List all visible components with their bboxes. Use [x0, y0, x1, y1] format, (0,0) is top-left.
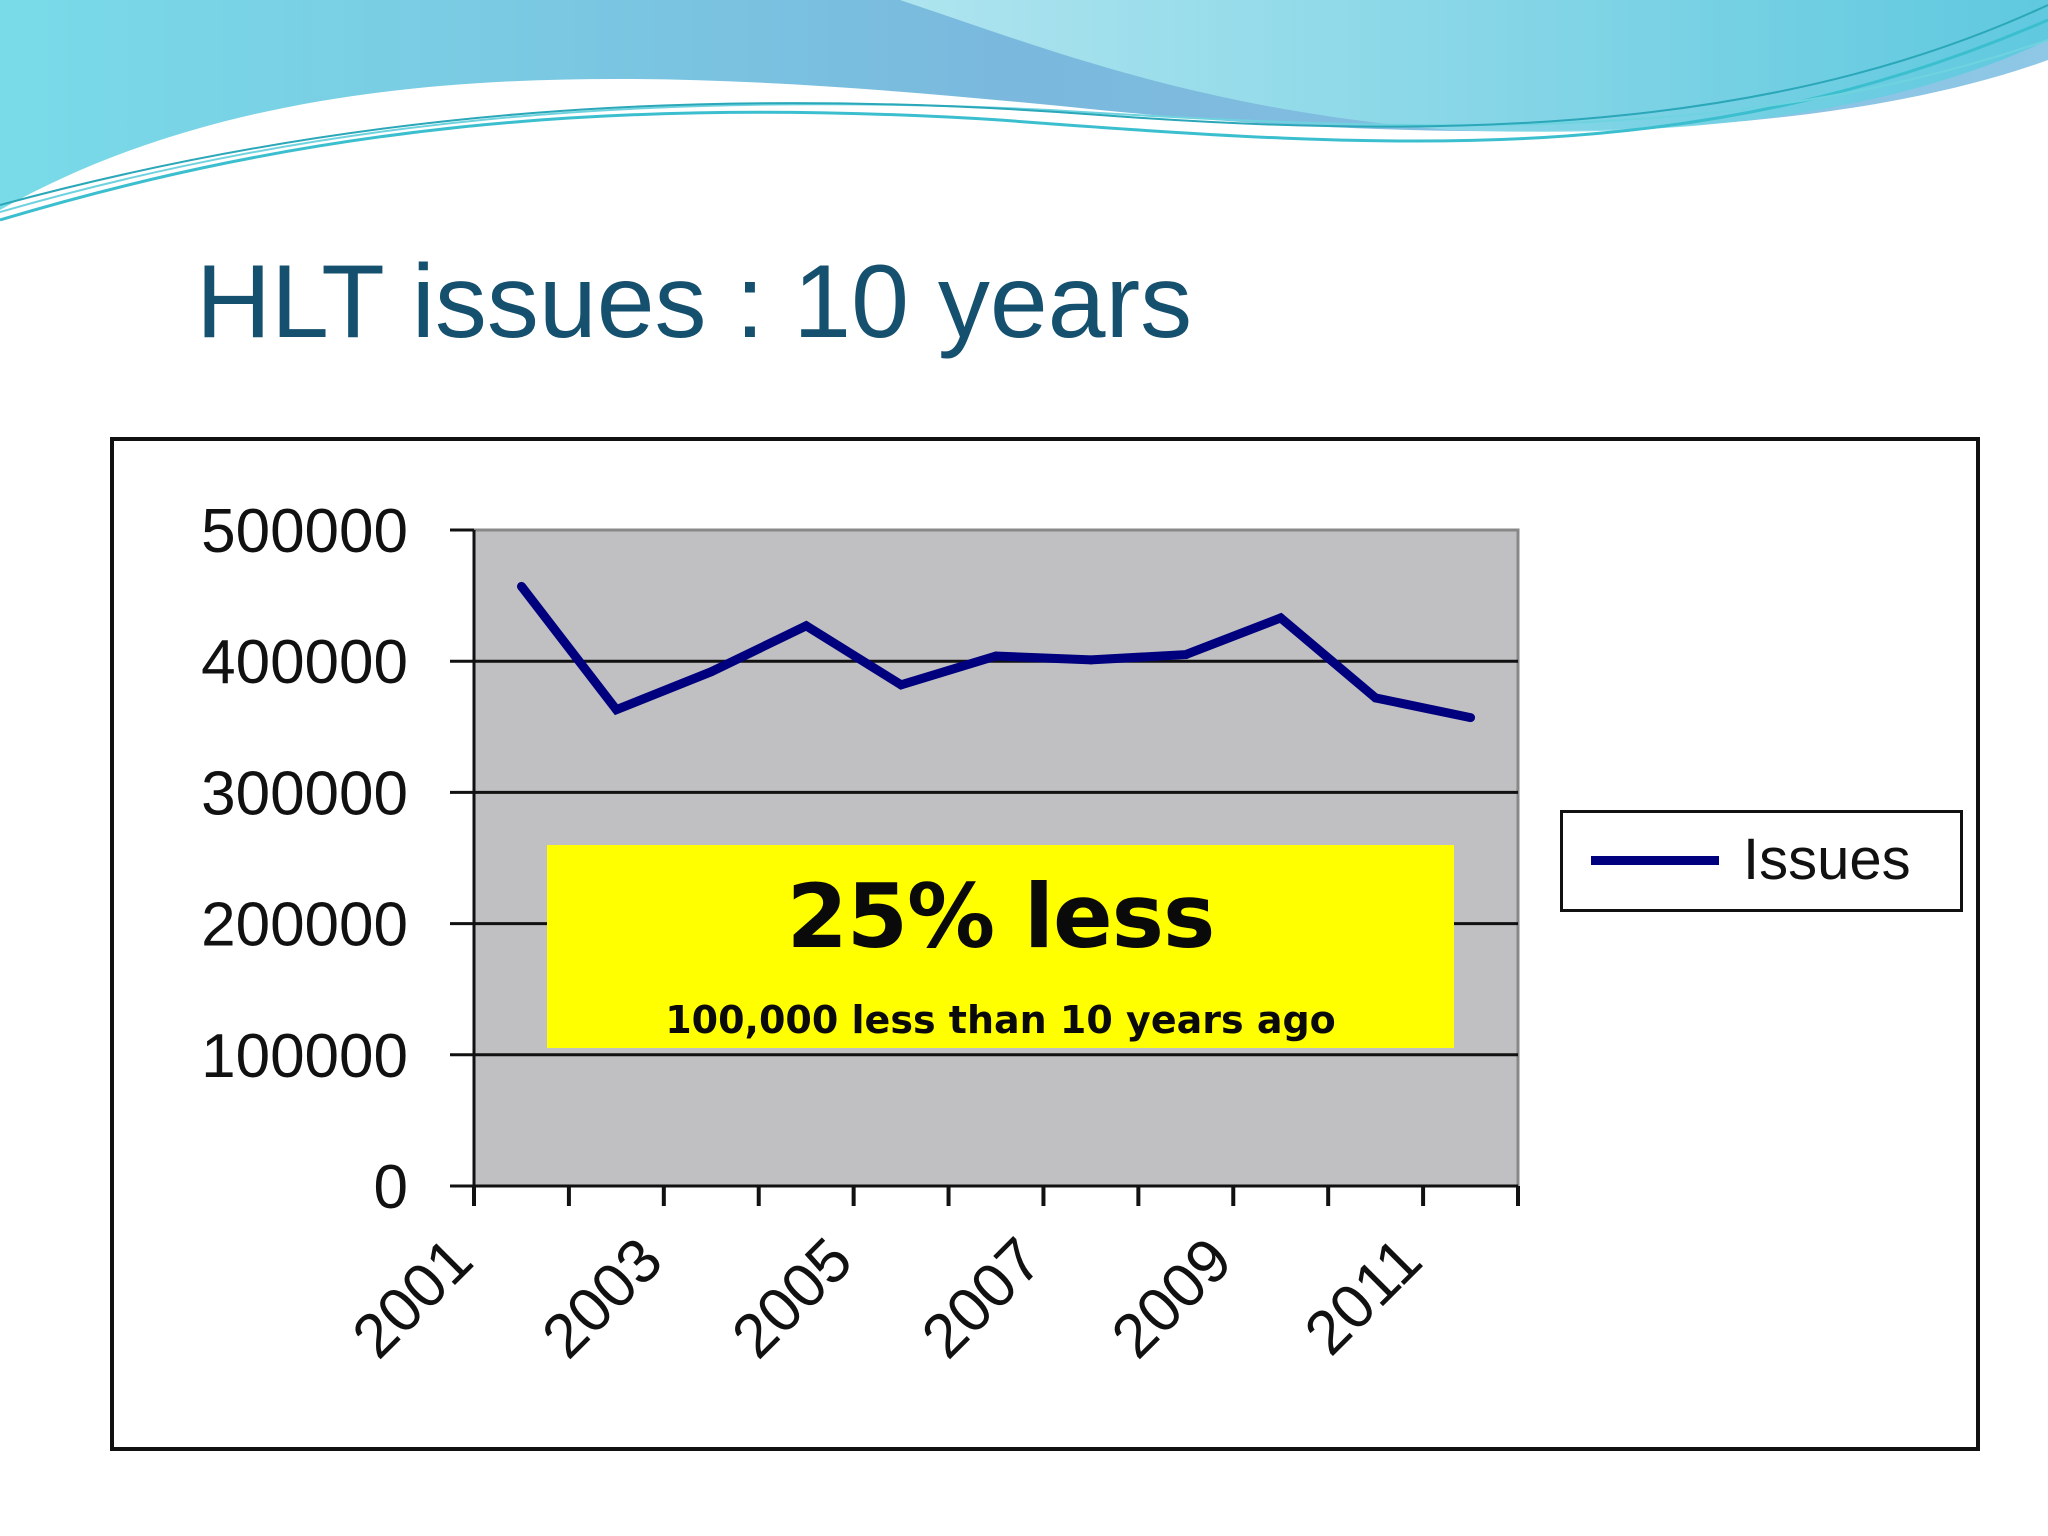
callout-box: 25% less 100,000 less than 10 years ago	[547, 845, 1454, 1048]
x-tick-label: 2011	[1292, 1225, 1435, 1368]
x-tick-label: 2005	[719, 1225, 865, 1371]
wave-line-3	[0, 4, 2048, 206]
y-tick-label: 500000	[201, 497, 408, 566]
y-tick-label: 200000	[201, 891, 408, 960]
y-axis-tick-labels: 0 100000 200000 300000 400000 500000	[201, 497, 408, 1222]
x-tick-label: 2007	[909, 1225, 1055, 1371]
axes	[450, 528, 1520, 1206]
x-axis-tick-labels: 2001 2003 2005 2007 2009 2011	[340, 1225, 1435, 1371]
y-tick-label: 100000	[201, 1022, 408, 1091]
wave-line-2	[0, 39, 2048, 213]
y-tick-label: 400000	[201, 628, 408, 697]
callout-headline: 25% less	[786, 865, 1216, 968]
y-tick-label: 300000	[201, 759, 408, 828]
legend-swatch-issues	[1591, 856, 1719, 865]
wave-band-secondary	[900, 0, 2048, 132]
legend: Issues	[1560, 810, 1963, 912]
x-tick-label: 2009	[1099, 1225, 1245, 1371]
x-tick-label: 2001	[340, 1225, 486, 1371]
legend-label-issues: Issues	[1743, 827, 1911, 892]
wave-line-1	[0, 18, 2048, 222]
callout-subtext: 100,000 less than 10 years ago	[665, 998, 1336, 1042]
header-wave-decoration	[0, 0, 2048, 222]
y-tick-label: 0	[374, 1153, 408, 1222]
slide-title: HLT issues : 10 years	[196, 244, 1193, 360]
x-tick-label: 2003	[529, 1225, 675, 1371]
